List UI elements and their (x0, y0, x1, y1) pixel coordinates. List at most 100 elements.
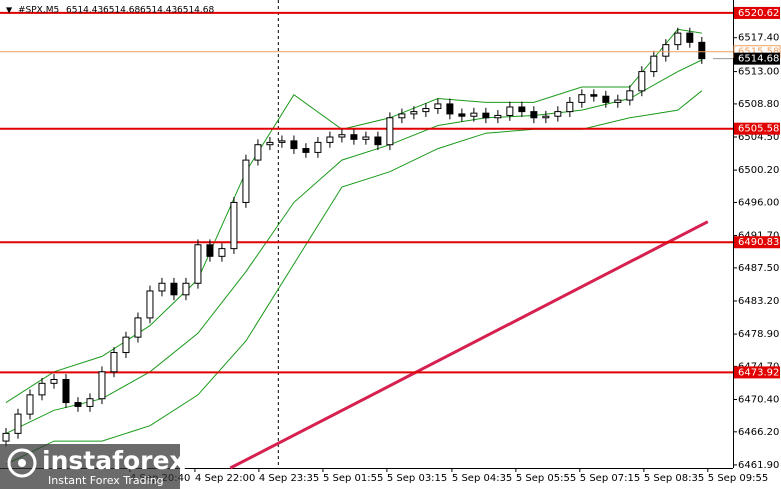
candle-body (602, 95, 610, 103)
level-label: 6520.62 (738, 8, 779, 19)
candle-body (242, 159, 250, 203)
candle-body (230, 201, 238, 250)
candle-body (518, 106, 526, 113)
level-label-box (734, 6, 780, 19)
candle-body (38, 382, 46, 396)
header-value: 6514.43 (66, 6, 103, 16)
y-tick-label: 6517.40 (738, 33, 779, 44)
y-tick-label: 6508.80 (738, 99, 779, 110)
candle-body (86, 398, 94, 407)
candle-body (194, 244, 202, 284)
indicator-line (229, 220, 709, 470)
logo-brand: instaforex (42, 446, 186, 475)
candle-body (158, 282, 166, 292)
header-value: 6514.43 (140, 6, 177, 16)
candle-body (590, 94, 598, 97)
candle-body (110, 352, 118, 373)
y-tick-label: 6513.00 (738, 67, 779, 78)
candle-body (686, 32, 694, 43)
candle-body (50, 378, 58, 384)
header-value: 6514.68 (177, 6, 214, 16)
level-label-box (734, 122, 780, 135)
ask-label: 6515.58 (738, 47, 779, 58)
candle-body (614, 99, 622, 103)
candle-body (638, 71, 646, 92)
plot (0, 0, 733, 470)
candle-body (566, 101, 574, 113)
candle-body (530, 111, 538, 119)
y-tick-label: 6470.40 (738, 394, 779, 405)
candle-body (362, 136, 370, 140)
candle-body (458, 113, 466, 117)
candle-body (254, 144, 262, 161)
candle-body (374, 136, 382, 146)
candle-body (314, 141, 322, 153)
candle-body (2, 432, 10, 442)
candle-body (410, 111, 418, 115)
candle-body (206, 244, 214, 257)
symbol: #SPX,M5 (18, 6, 59, 16)
indicator-line (5, 90, 703, 465)
x-tick-label: 5 Sep 09:55 (708, 473, 768, 484)
candle-body (182, 282, 190, 296)
y-tick-label: 6478.90 (738, 329, 779, 340)
candle-body (578, 94, 586, 103)
candle-body (434, 103, 442, 110)
candle-body (218, 248, 226, 257)
x-tick-label: 5 Sep 01:55 (323, 473, 383, 484)
header: ▼ #SPX,M5 (6, 6, 59, 16)
candle-body (650, 55, 658, 73)
y-tick-label: 6504.50 (738, 132, 779, 143)
header-value: 6514.68 (103, 6, 140, 16)
candle-body (302, 148, 310, 153)
candle-body (674, 32, 682, 46)
candle-body (62, 378, 70, 404)
candle-body (290, 140, 298, 150)
logo-icon (7, 448, 37, 478)
x-tick-label: 4 Sep 22:00 (195, 473, 255, 484)
level-label: 6473.92 (738, 367, 779, 378)
candle-body (494, 114, 502, 119)
y-tick-label: 6491.70 (738, 231, 779, 242)
candle-body (662, 44, 670, 57)
candle-body (74, 402, 82, 407)
candle-body (278, 140, 286, 143)
candle-body (626, 90, 634, 101)
candle-body (506, 106, 514, 116)
candle-body (446, 103, 454, 115)
logo-icon-dot (18, 459, 26, 467)
x-tick-label: 5 Sep 05:55 (516, 473, 576, 484)
candle-body (146, 290, 154, 319)
bid-label-box (734, 52, 780, 65)
candle-body (326, 136, 334, 143)
candle-body (482, 112, 490, 119)
candle-body (98, 371, 106, 400)
candle-body (122, 336, 130, 354)
y-tick-label: 6466.20 (738, 427, 779, 438)
menu-arrow: ▼ (6, 6, 13, 15)
candle-body (350, 134, 358, 140)
y-tick-label: 6461.90 (738, 460, 779, 471)
candle-body (698, 41, 706, 60)
candle-body (542, 115, 550, 119)
level-label: 6505.58 (738, 124, 779, 135)
level-label-box (734, 236, 780, 249)
x-tick-label: 5 Sep 08:35 (644, 473, 704, 484)
candle-body (470, 112, 478, 117)
x-tick-label: 5 Sep 04:35 (452, 473, 512, 484)
candle-body (554, 111, 562, 117)
y-tick-label: 6500.20 (738, 165, 779, 176)
bid-label: 6514.68 (738, 54, 779, 65)
level-label: 6490.83 (738, 237, 779, 248)
candle-body (266, 141, 274, 146)
candle-body (170, 282, 178, 296)
x-tick-label: 4 Sep 23:35 (259, 473, 319, 484)
logo-tagline: Instant Forex Trading (48, 474, 164, 487)
candle-body (398, 113, 406, 119)
candle-body (26, 394, 34, 415)
level-label-box (734, 366, 780, 379)
candle-body (422, 108, 430, 113)
candle-body (338, 134, 346, 138)
